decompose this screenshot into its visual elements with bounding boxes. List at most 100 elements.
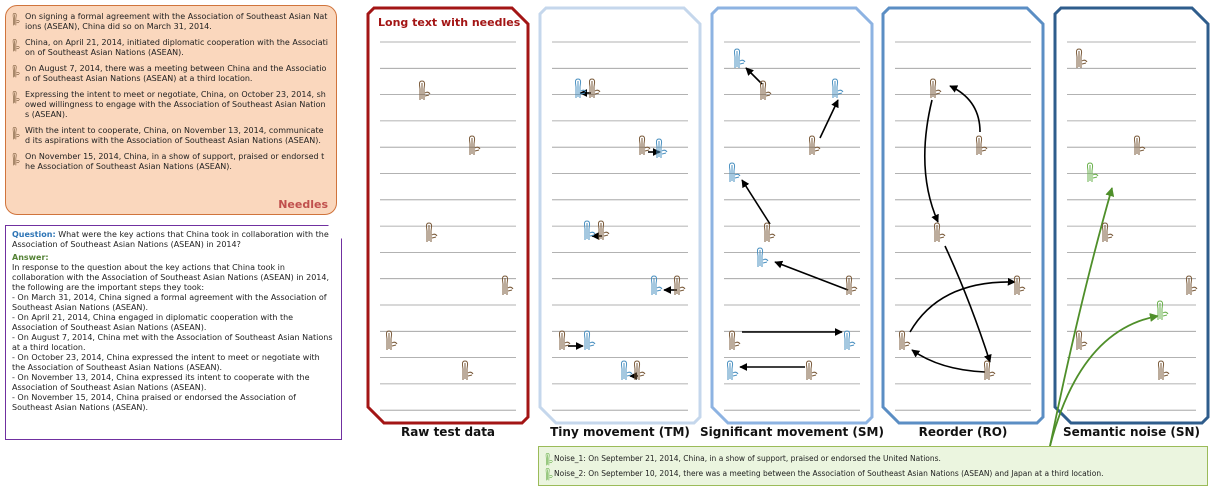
question-text: What were the key actions that China too… <box>12 230 329 249</box>
needle-glyph <box>13 13 20 25</box>
noise-item: Noise_2: On September 10, 2014, there wa… <box>545 466 1201 481</box>
needle-icon <box>419 80 431 101</box>
noise-text: Noise_2: On September 10, 2014, there wa… <box>554 469 1104 478</box>
needle-icon <box>1076 330 1088 351</box>
panel-title: Long text with needles <box>378 16 521 29</box>
needle-glyph <box>13 65 20 77</box>
arrow <box>745 67 763 85</box>
answer-line: In response to the question about the ke… <box>12 263 330 292</box>
panel-caption: Tiny movement (TM) <box>550 425 690 439</box>
needle-icon <box>809 135 821 156</box>
needle-icon <box>1158 360 1170 381</box>
answer-line: - On November 13, 2014, China expressed … <box>12 373 310 392</box>
needle-icon <box>575 78 587 99</box>
needle-icon <box>545 452 554 466</box>
answer-line: - On March 31, 2014, China signed a form… <box>12 293 327 312</box>
needle-text: On signing a formal agreement with the A… <box>25 12 328 31</box>
arrow <box>911 349 986 373</box>
arrow <box>741 179 771 225</box>
needle-glyph <box>546 468 553 480</box>
needle-icon <box>12 126 21 140</box>
needle-icon <box>1076 48 1088 69</box>
question: Question: What were the key actions that… <box>12 230 335 250</box>
panel-caption: Reorder (RO) <box>919 425 1008 439</box>
needle-icon <box>386 330 398 351</box>
qa-box: Question: What were the key actions that… <box>5 225 342 440</box>
answer-line: - On November 15, 2014, China praised or… <box>12 393 296 412</box>
noise-text: Noise_1: On September 21, 2014, China, i… <box>554 454 941 463</box>
needle-icon <box>832 78 844 99</box>
needle-glyph <box>13 153 20 165</box>
needle-icon <box>656 138 668 159</box>
needle-icon <box>621 360 633 381</box>
panels: Long text with needles Raw test data Tiny … <box>366 6 1210 439</box>
needle-icon <box>1134 135 1146 156</box>
panel-frame <box>1053 6 1210 425</box>
needle-glyph <box>546 453 553 465</box>
needles-label: Needles <box>278 198 328 211</box>
needle-icon <box>976 135 988 156</box>
needle-icon <box>12 64 21 78</box>
arrow <box>923 99 939 223</box>
needle-icon <box>12 12 21 26</box>
panel-frame <box>538 6 702 425</box>
needle-icon <box>1157 300 1169 321</box>
needle-text: With the intent to cooperate, China, on … <box>25 126 324 145</box>
needle-list: On signing a formal agreement with the A… <box>12 12 328 172</box>
arrow <box>944 245 992 363</box>
noise-box: Noise_1: On September 21, 2014, China, i… <box>538 446 1208 486</box>
needle-icon <box>634 360 646 381</box>
noise-item: Noise_1: On September 21, 2014, China, i… <box>545 451 1201 466</box>
needle-icon <box>734 48 746 69</box>
needle-icon <box>589 78 601 99</box>
needle-glyph <box>13 91 20 103</box>
needle-icon <box>757 247 769 268</box>
needle-glyph <box>13 39 20 51</box>
needle-icon <box>559 330 571 351</box>
needle-icon <box>899 330 911 351</box>
panel-frame <box>881 6 1045 425</box>
needle-glyph <box>13 127 20 139</box>
needle-text: China, on April 21, 2014, initiated dipl… <box>25 38 328 57</box>
answer-label: Answer: <box>12 253 49 262</box>
needle-icon <box>12 90 21 104</box>
needle-icon <box>984 360 996 381</box>
panel-caption: Raw test data <box>401 425 495 439</box>
needle-text: On November 15, 2014, China, in a show o… <box>25 152 325 171</box>
answer-line: - On October 23, 2014, China expressed t… <box>12 353 320 372</box>
needle-icon <box>12 152 21 166</box>
arrow <box>774 260 849 291</box>
arrow <box>909 277 1016 333</box>
panel-caption: Semantic noise (SN) <box>1063 425 1200 439</box>
noise-arrows <box>1049 187 1159 447</box>
needle-icon <box>12 38 21 52</box>
needle-item: China, on April 21, 2014, initiated dipl… <box>12 38 328 58</box>
needle-icon <box>1087 162 1099 183</box>
needle-item: On August 7, 2014, there was a meeting b… <box>12 64 328 84</box>
needle-icon <box>545 467 554 481</box>
needle-icon <box>598 220 610 241</box>
needle-icon <box>729 330 741 351</box>
needle-text: Expressing the intent to meet or negotia… <box>25 90 326 119</box>
arrow <box>1049 187 1115 447</box>
panel-caption: Significant movement (SM) <box>700 425 884 439</box>
needles-box: On signing a formal agreement with the A… <box>5 5 337 215</box>
needle-icon <box>462 360 474 381</box>
arrow <box>949 85 981 133</box>
panel-frame <box>710 6 874 425</box>
arrow <box>1049 313 1159 447</box>
needle-icon <box>930 78 942 99</box>
needle-icon <box>844 330 856 351</box>
needle-text: On August 7, 2014, there was a meeting b… <box>25 64 327 83</box>
panel-frame <box>366 6 530 425</box>
needle-icon <box>584 220 596 241</box>
arrows <box>568 67 1016 380</box>
needle-item: On November 15, 2014, China, in a show o… <box>12 152 328 172</box>
needle-icon <box>469 135 481 156</box>
question-label: Question: <box>12 230 56 239</box>
needle-icon <box>584 330 596 351</box>
needle-item: With the intent to cooperate, China, on … <box>12 126 328 146</box>
needle-icon <box>727 360 739 381</box>
